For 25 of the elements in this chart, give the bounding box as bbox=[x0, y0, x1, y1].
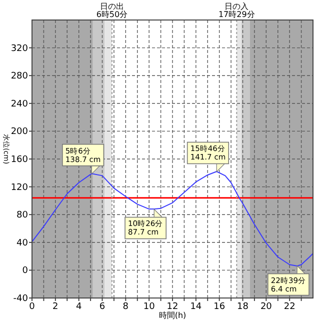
y-tick-label: 0 bbox=[22, 266, 28, 276]
x-tick-label: 18 bbox=[237, 302, 249, 312]
y-tick-label: 40 bbox=[16, 238, 28, 248]
y-tick-label: 240 bbox=[10, 99, 28, 110]
x-axis-title: 時間(h) bbox=[158, 311, 186, 320]
y-tick-label: 280 bbox=[10, 72, 28, 82]
x-tick-label: 14 bbox=[190, 302, 202, 312]
x-tick-label: 16 bbox=[214, 302, 226, 312]
x-tick-label: 12 bbox=[166, 302, 178, 312]
x-tick-label: 0 bbox=[29, 302, 36, 312]
y-tick-label: 200 bbox=[10, 127, 28, 138]
x-tick-label: 8 bbox=[122, 302, 129, 312]
y-tick-label: -40 bbox=[13, 294, 28, 304]
x-tick-label: 6 bbox=[99, 302, 106, 312]
y-tick-label: 160 bbox=[10, 155, 28, 165]
ref-line-label: 日の出 6時50分 bbox=[96, 2, 128, 19]
x-tick-label: 2 bbox=[52, 302, 58, 312]
y-tick-label: 120 bbox=[10, 182, 28, 193]
x-tick-label: 20 bbox=[260, 302, 272, 312]
x-tick-label: 10 bbox=[143, 302, 156, 312]
ref-line-label: 日の入 17時29分 bbox=[218, 2, 255, 19]
x-tick-label: 4 bbox=[76, 302, 82, 312]
y-tick-label: 320 bbox=[10, 44, 28, 54]
y-tick-label: 80 bbox=[16, 210, 28, 221]
x-tick-label: 22 bbox=[284, 302, 296, 312]
